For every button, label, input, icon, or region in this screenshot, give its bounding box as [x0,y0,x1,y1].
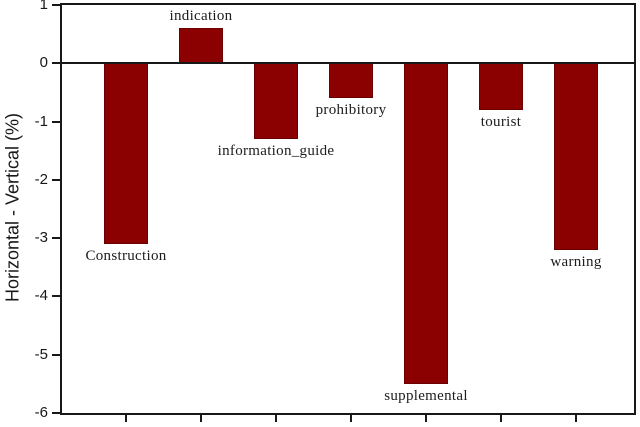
bar-label-indication: indication [169,8,233,25]
bar-label-construction: Construction [85,247,167,264]
zero-axis-line [62,62,634,65]
y-tick [52,62,60,65]
bar-label-warning: warning [550,253,602,270]
y-tick [52,178,60,181]
y-tick-label: 0 [39,54,48,72]
y-tick [52,295,60,298]
x-tick [575,415,577,422]
y-tick [52,412,60,414]
bar-supplemental [404,63,448,384]
y-tick-label: -5 [34,345,48,363]
plot-area [60,3,636,415]
y-tick-label: -4 [34,287,48,305]
y-tick-label: -3 [34,229,48,247]
y-tick-label: 1 [39,0,48,13]
bar-prohibitory [329,63,373,99]
y-tick [52,120,60,123]
bar-warning [554,63,598,250]
bar-label-tourist: tourist [480,113,522,130]
bar-label-information_guide: information_guide [217,143,335,160]
y-tick [52,237,60,240]
y-tick-label: -1 [34,112,48,130]
y-tick [52,4,60,6]
bar-construction [104,63,148,244]
x-tick [425,415,427,422]
bar-tourist [479,63,523,110]
y-tick-label: -6 [34,404,48,421]
bar-label-prohibitory: prohibitory [315,102,387,119]
bar-information_guide [254,63,298,140]
x-tick [500,415,502,422]
bar-indication [179,28,223,64]
bar-label-supplemental: supplemental [384,387,468,404]
x-tick [200,415,202,422]
x-tick [125,415,127,422]
y-tick-label: -2 [34,170,48,188]
y-tick [52,353,60,356]
x-tick [350,415,352,422]
x-tick [275,415,277,422]
